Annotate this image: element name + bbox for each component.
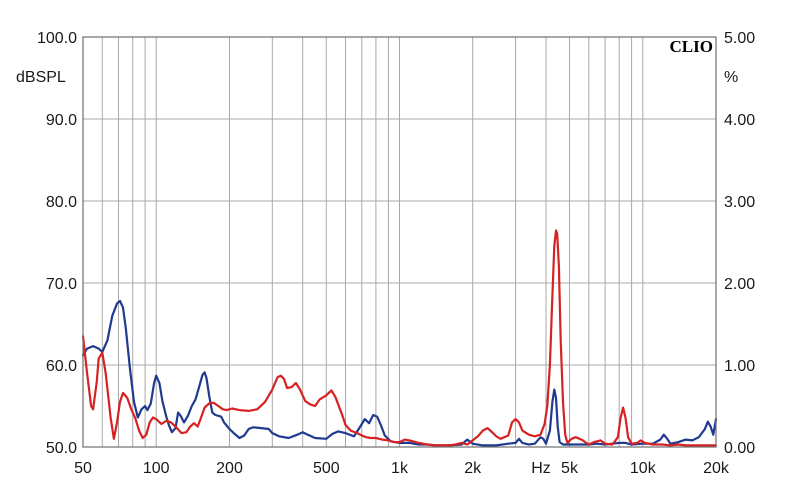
x-tick-label: 20k	[703, 460, 730, 477]
y-tick-label: 50.0	[46, 440, 77, 457]
x-axis-ticks: 50 100 200 500 1k 2k 5k 10k 20k	[74, 460, 730, 477]
x-tick-label: 1k	[391, 460, 409, 477]
brand-logo: CLIO	[670, 37, 713, 56]
y-tick-label: 100.0	[37, 30, 77, 47]
y2-tick-label: 2.00	[724, 276, 755, 293]
series-layer	[81, 229, 718, 447]
left-axis-ticks: 50.0 60.0 70.0 80.0 90.0 100.0	[37, 30, 77, 457]
left-axis-unit: dBSPL	[16, 69, 66, 86]
x-axis-unit: Hz	[531, 460, 551, 477]
y2-tick-label: 1.00	[724, 358, 755, 375]
x-tick-label: 10k	[630, 460, 657, 477]
series-line	[81, 229, 718, 447]
y2-tick-label: 4.00	[724, 112, 755, 129]
right-axis-unit: %	[724, 69, 738, 86]
x-tick-label: 2k	[464, 460, 482, 477]
y2-tick-label: 0.00	[724, 440, 755, 457]
y2-tick-label: 5.00	[724, 30, 755, 47]
right-axis-ticks: 0.00 1.00 2.00 3.00 4.00 5.00	[724, 30, 755, 457]
plot-frame	[82, 36, 717, 448]
y-tick-label: 70.0	[46, 276, 77, 293]
y-tick-label: 80.0	[46, 194, 77, 211]
series-line	[81, 299, 718, 447]
x-tick-label: 50	[74, 460, 92, 477]
x-tick-label: 100	[143, 460, 170, 477]
grid	[83, 37, 716, 447]
y2-tick-label: 3.00	[724, 194, 755, 211]
y-tick-label: 90.0	[46, 112, 77, 129]
x-tick-label: 500	[313, 460, 340, 477]
x-tick-label: 5k	[561, 460, 579, 477]
y-tick-label: 60.0	[46, 358, 77, 375]
x-tick-label: 200	[216, 460, 243, 477]
